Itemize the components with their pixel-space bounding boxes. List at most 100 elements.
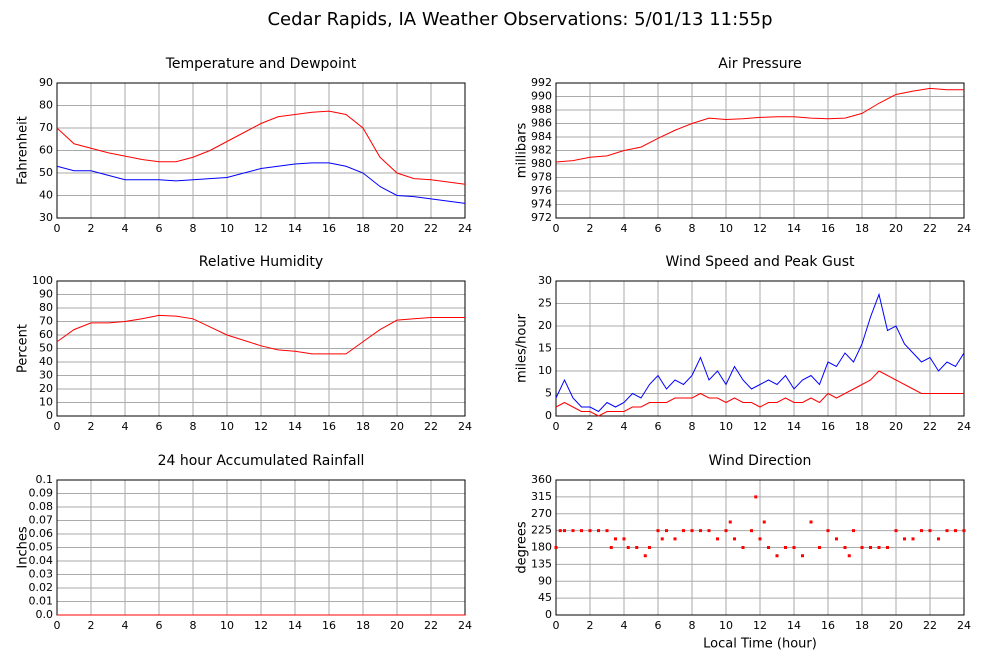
data-point bbox=[699, 529, 702, 533]
x-tick-label: 4 bbox=[621, 420, 628, 433]
data-point bbox=[847, 554, 851, 558]
y-tick-label: 40 bbox=[39, 355, 53, 368]
y-tick-label: 976 bbox=[531, 184, 552, 197]
x-tick-label: 14 bbox=[288, 222, 302, 235]
data-point bbox=[690, 529, 694, 533]
x-tick-label: 8 bbox=[190, 222, 197, 235]
data-point bbox=[558, 529, 562, 533]
y-tick-label: 0.01 bbox=[29, 595, 54, 608]
data-point bbox=[937, 537, 940, 541]
x-tick-label: 4 bbox=[122, 222, 129, 235]
x-tick-label: 6 bbox=[156, 420, 163, 433]
x-tick-label: 16 bbox=[322, 619, 336, 632]
data-point bbox=[571, 529, 575, 533]
data-point bbox=[877, 546, 881, 549]
x-tick-label: 14 bbox=[787, 420, 801, 433]
y-tick-label: 0.0 bbox=[36, 608, 54, 621]
x-tick-label: 24 bbox=[957, 619, 971, 632]
y-tick-label: 80 bbox=[39, 99, 53, 112]
data-point bbox=[962, 529, 966, 533]
x-tick-label: 12 bbox=[254, 619, 268, 632]
y-axis-label: Inches bbox=[16, 526, 31, 568]
y-tick-label: 0.07 bbox=[29, 514, 54, 527]
y-tick-label: 0.06 bbox=[29, 527, 54, 540]
data-point bbox=[554, 546, 558, 549]
chart-title: Relative Humidity bbox=[199, 254, 323, 270]
y-tick-label: 30 bbox=[39, 211, 53, 224]
x-tick-label: 24 bbox=[458, 222, 472, 235]
y-tick-label: 0.09 bbox=[29, 487, 54, 500]
y-tick-label: 980 bbox=[531, 157, 552, 170]
x-tick-label: 16 bbox=[322, 420, 336, 433]
data-point bbox=[622, 537, 626, 541]
data-point bbox=[852, 529, 855, 533]
chart-title: Temperature and Dewpoint bbox=[165, 56, 357, 72]
data-point bbox=[716, 537, 719, 541]
x-tick-label: 0 bbox=[54, 222, 61, 235]
data-point bbox=[605, 529, 609, 533]
x-tick-label: 2 bbox=[587, 619, 594, 632]
x-tick-label: 22 bbox=[424, 222, 438, 235]
y-tick-label: 990 bbox=[531, 90, 552, 103]
x-tick-label: 14 bbox=[288, 420, 302, 433]
y-tick-label: 20 bbox=[39, 382, 53, 395]
x-tick-label: 22 bbox=[424, 420, 438, 433]
x-tick-label: 2 bbox=[88, 619, 95, 632]
x-tick-label: 10 bbox=[719, 222, 733, 235]
page-title: Cedar Rapids, IA Weather Observations: 5… bbox=[267, 9, 772, 30]
x-tick-label: 4 bbox=[122, 420, 129, 433]
data-point bbox=[750, 529, 753, 533]
x-tick-label: 6 bbox=[156, 619, 163, 632]
y-tick-label: 90 bbox=[39, 288, 53, 301]
y-axis-label: miles/hour bbox=[515, 313, 530, 382]
x-tick-label: 2 bbox=[88, 420, 95, 433]
y-tick-label: 0 bbox=[545, 409, 552, 422]
y-tick-label: 15 bbox=[538, 342, 552, 355]
y-tick-label: 100 bbox=[32, 274, 53, 287]
data-point bbox=[954, 529, 957, 533]
y-tick-label: 0.04 bbox=[29, 554, 54, 567]
y-tick-label: 80 bbox=[39, 301, 53, 314]
x-tick-label: 8 bbox=[190, 420, 197, 433]
y-tick-label: 360 bbox=[531, 473, 552, 486]
y-tick-label: 10 bbox=[39, 396, 53, 409]
x-tick-label: 16 bbox=[821, 619, 835, 632]
y-tick-label: 0.05 bbox=[29, 541, 54, 554]
chart-title: Wind Direction bbox=[709, 453, 812, 469]
plot-frame bbox=[56, 280, 466, 417]
data-point bbox=[775, 554, 779, 558]
chart-title: 24 hour Accumulated Rainfall bbox=[158, 453, 365, 469]
x-tick-label: 22 bbox=[923, 420, 937, 433]
x-tick-label: 24 bbox=[957, 420, 971, 433]
x-tick-label: 22 bbox=[424, 619, 438, 632]
y-tick-label: 315 bbox=[531, 490, 552, 503]
data-point bbox=[903, 537, 906, 541]
x-tick-label: 0 bbox=[54, 420, 61, 433]
data-line bbox=[555, 87, 964, 163]
y-axis-label: Fahrenheit bbox=[16, 116, 31, 185]
x-tick-label: 4 bbox=[122, 619, 129, 632]
x-tick-label: 6 bbox=[655, 222, 662, 235]
x-tick-label: 8 bbox=[689, 420, 696, 433]
data-point bbox=[762, 520, 766, 524]
y-tick-label: 30 bbox=[538, 274, 552, 287]
data-line bbox=[56, 314, 465, 355]
data-point bbox=[656, 529, 660, 533]
y-tick-label: 988 bbox=[531, 103, 552, 116]
x-tick-label: 10 bbox=[719, 420, 733, 433]
x-tick-label: 6 bbox=[156, 222, 163, 235]
y-axis-label: Percent bbox=[16, 324, 31, 373]
data-point bbox=[673, 537, 677, 541]
y-tick-label: 974 bbox=[531, 198, 552, 211]
data-point bbox=[563, 529, 566, 533]
y-tick-label: 60 bbox=[39, 144, 53, 157]
data-point bbox=[609, 546, 613, 549]
x-tick-label: 22 bbox=[923, 222, 937, 235]
x-axis-label: Local Time (hour) bbox=[703, 637, 817, 652]
data-point bbox=[741, 546, 745, 549]
data-point bbox=[660, 537, 664, 541]
x-tick-label: 6 bbox=[655, 619, 662, 632]
data-point bbox=[894, 529, 898, 533]
y-tick-label: 0 bbox=[46, 409, 53, 422]
x-tick-label: 12 bbox=[753, 222, 767, 235]
